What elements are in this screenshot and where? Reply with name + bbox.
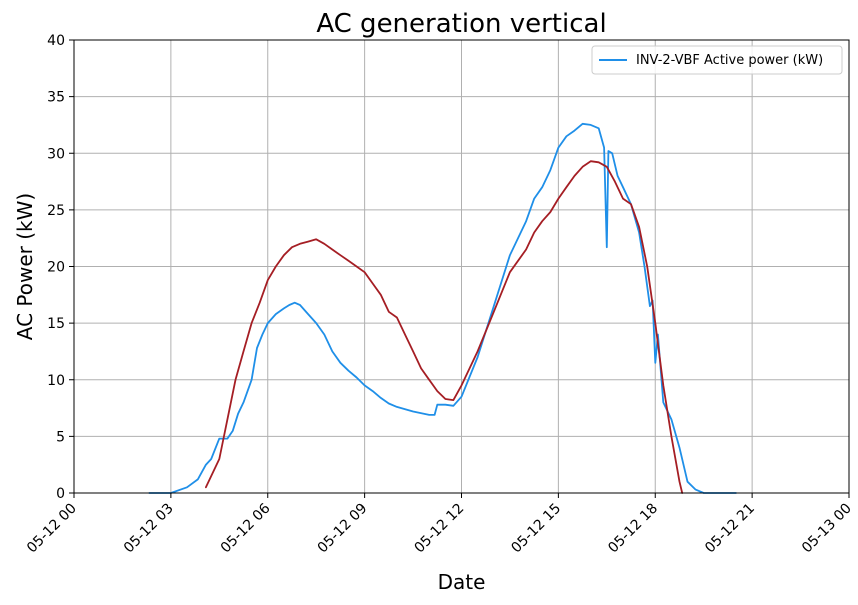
legend: INV-2-VBF Active power (kW) <box>591 45 843 75</box>
legend-label: INV-2-VBF Active power (kW) <box>636 53 823 68</box>
y-tick-label: 20 <box>47 260 65 276</box>
series-layer <box>148 122 737 494</box>
y-tick-label: 30 <box>47 146 65 162</box>
y-tick-label: 35 <box>47 90 65 106</box>
y-ticks: 0 5 10 15 20 25 30 35 40 <box>47 33 74 502</box>
y-tick-label: 15 <box>47 316 65 332</box>
y-tick-label: 0 <box>56 486 65 502</box>
y-tick-label: 5 <box>56 429 65 445</box>
y-tick-label: 40 <box>47 33 65 49</box>
y-axis-title: AC Power (kW) <box>13 193 37 340</box>
legend-box <box>591 45 843 75</box>
y-tick-label: 10 <box>47 373 65 389</box>
series-line-1 <box>148 122 737 494</box>
y-tick-label: 25 <box>47 203 65 219</box>
series-line-2 <box>204 160 684 494</box>
x-axis-title: Date <box>438 570 486 594</box>
chart-title: AC generation vertical <box>316 9 606 39</box>
